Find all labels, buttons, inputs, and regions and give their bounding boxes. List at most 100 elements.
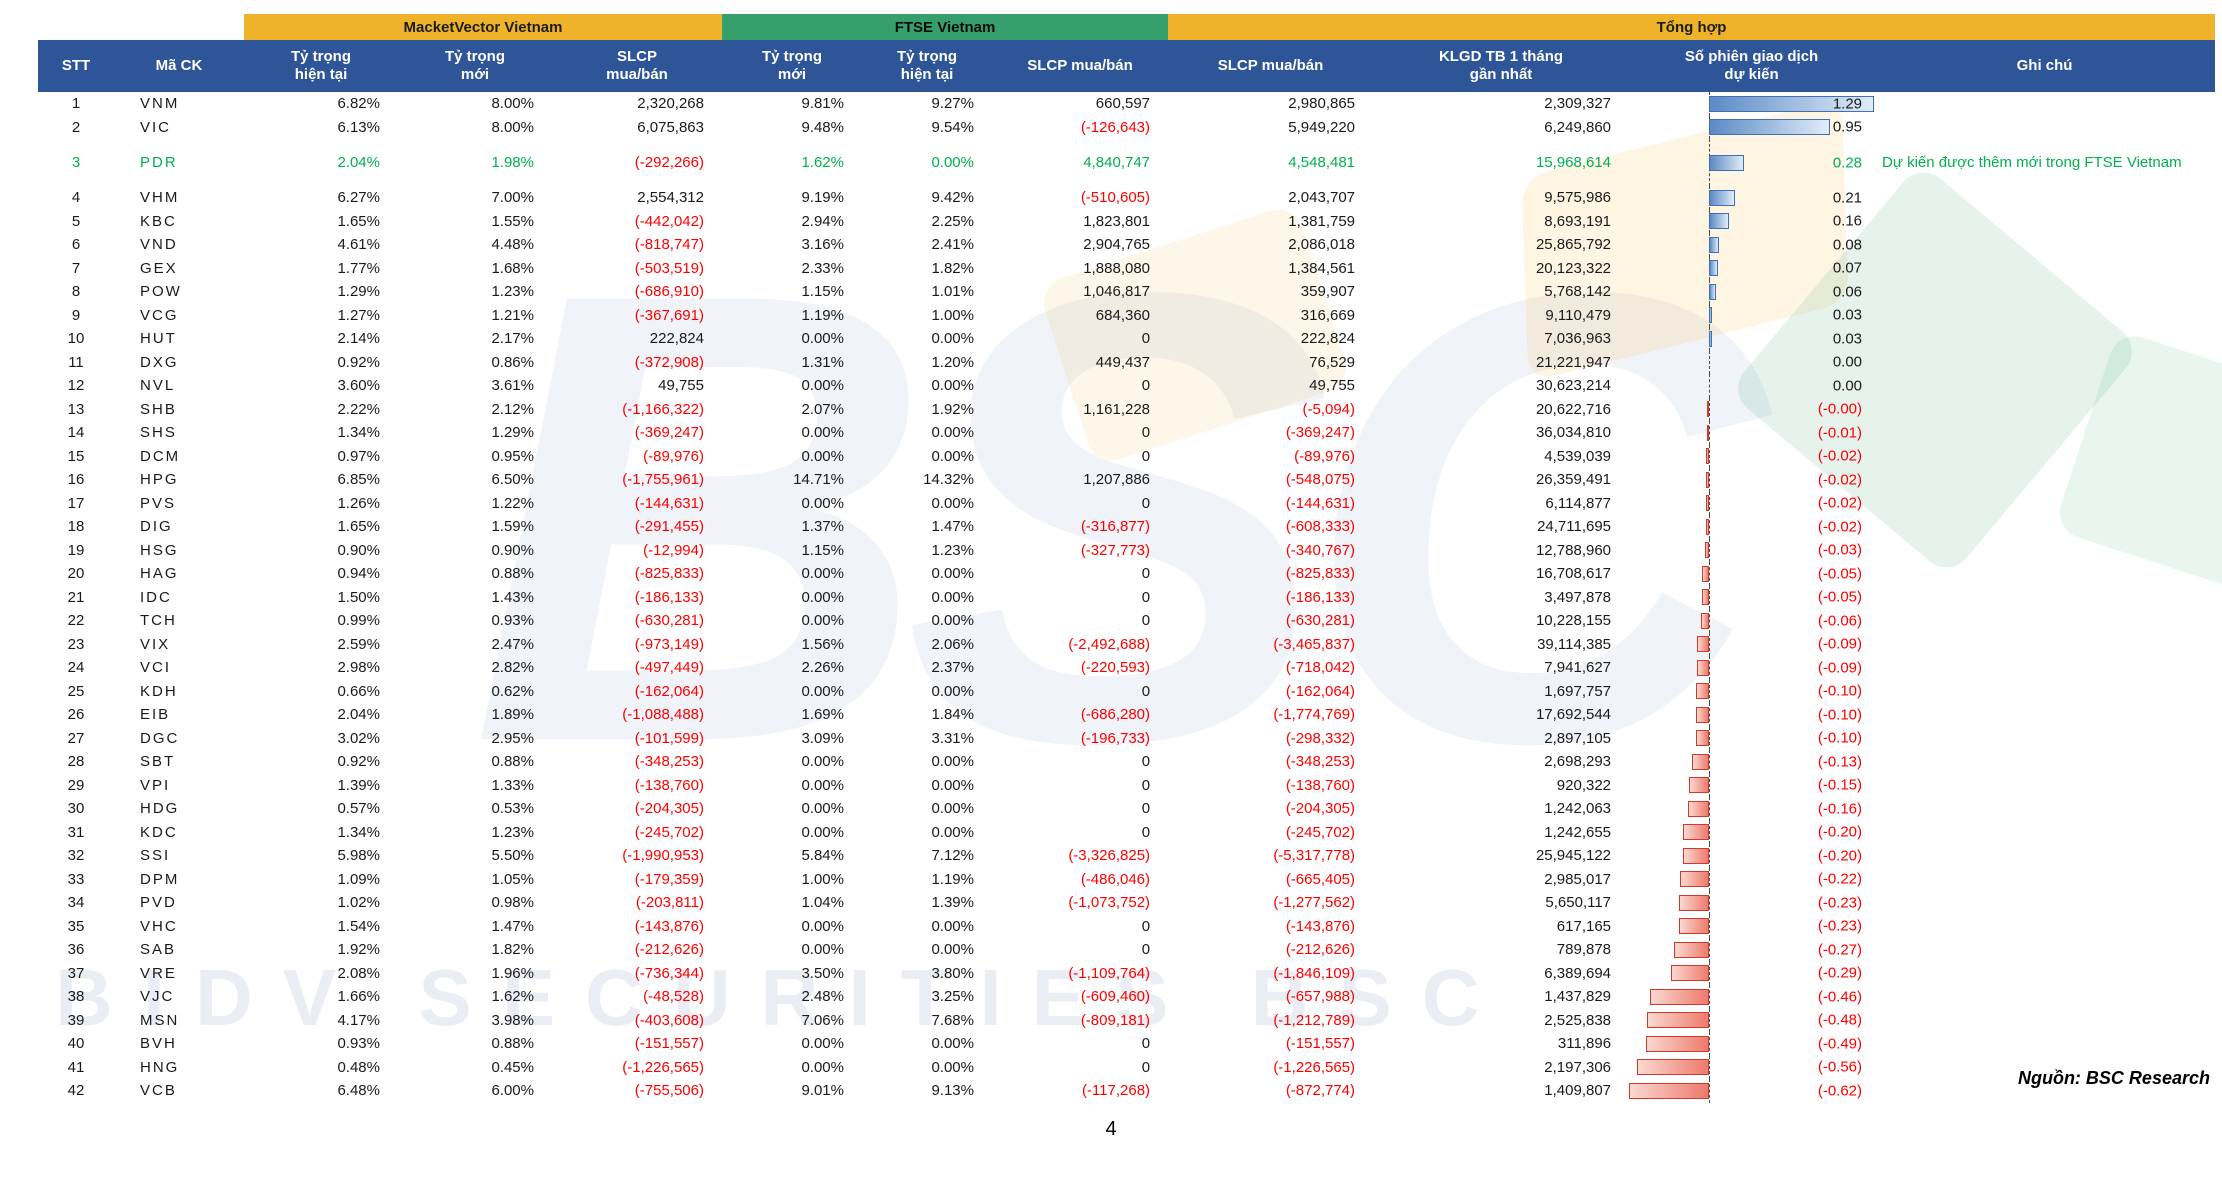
cell-ftse-cur: 7.12% — [931, 847, 974, 865]
cell-ftse-new: 0.00% — [801, 753, 844, 771]
cell-ftse-cur: 0.00% — [931, 588, 974, 606]
sessions-value: (-0.16) — [1817, 800, 1863, 818]
table-row: 11 DXG 0.92% 0.86% (-372,908) 1.31% 1.20% 449,4… — [38, 350, 2215, 375]
cell-mv-cur: 1.29% — [337, 283, 380, 301]
sessions-value: (-0.48) — [1817, 1011, 1863, 1029]
cell-stt: 20 — [67, 565, 85, 583]
table-row: 23 VIX 2.59% 2.47% (-973,149) 1.56% 2.06% (-2,4… — [38, 632, 2215, 657]
cell-tot-slcp: (-138,760) — [1285, 776, 1356, 794]
cell-mv-new: 0.93% — [491, 612, 534, 630]
cell-expected-sessions: 0.28 — [1629, 139, 1874, 186]
column-header-mv-new-weight: Tỷ trọng mới — [398, 40, 552, 92]
sessions-bar-negative — [1645, 1035, 1709, 1052]
cell-tot-slcp: (-162,064) — [1285, 682, 1356, 700]
cell-stt: 22 — [67, 612, 85, 630]
cell-tot-slcp: (-1,212,789) — [1273, 1011, 1356, 1029]
cell-expected-sessions: (-0.05) — [1629, 585, 1874, 610]
cell-mv-cur: 2.22% — [337, 400, 380, 418]
cell-mv-cur: 1.66% — [337, 988, 380, 1006]
sessions-value: 0.95 — [1832, 118, 1863, 136]
cell-ftse-slcp: 0 — [1141, 588, 1151, 606]
cell-mv-new: 2.17% — [491, 330, 534, 348]
cell-mv-slcp: (-138,760) — [634, 776, 704, 794]
cell-mv-cur: 4.61% — [337, 236, 380, 254]
cell-expected-sessions: (-0.02) — [1629, 444, 1874, 469]
cell-mv-slcp: 6,075,863 — [637, 118, 704, 136]
sessions-bar-negative — [1707, 424, 1710, 441]
sessions-bar-negative — [1688, 800, 1709, 817]
cell-expected-sessions: (-0.10) — [1629, 726, 1874, 751]
cell-tot-slcp: 2,980,865 — [1288, 95, 1356, 113]
cell-klgd: 6,389,694 — [1544, 964, 1612, 982]
cell-mv-cur: 0.92% — [337, 353, 380, 371]
sessions-bar-negative — [1679, 918, 1709, 935]
cell-ftse-slcp: 0 — [1141, 565, 1151, 583]
cell-note — [1874, 727, 2215, 751]
cell-mv-slcp: (-1,226,565) — [622, 1058, 704, 1076]
cell-mv-slcp: 2,554,312 — [637, 189, 704, 207]
cell-mv-cur: 1.39% — [337, 776, 380, 794]
cell-mv-cur: 1.92% — [337, 941, 380, 959]
cell-stt: 27 — [67, 729, 85, 747]
cell-mv-slcp: (-1,755,961) — [622, 471, 704, 489]
cell-stt: 16 — [67, 471, 85, 489]
cell-ftse-slcp: (-126,643) — [1080, 118, 1151, 136]
cell-ticker: VCB — [140, 1082, 177, 1100]
cell-note — [1874, 445, 2215, 469]
cell-ftse-slcp: 0 — [1141, 1058, 1151, 1076]
cell-expected-sessions: (-0.16) — [1629, 797, 1874, 821]
cell-tot-slcp: (-1,846,109) — [1273, 964, 1356, 982]
cell-note — [1874, 116, 2215, 140]
sessions-value: (-0.03) — [1817, 541, 1863, 559]
cell-mv-new: 3.61% — [491, 377, 534, 395]
cell-note — [1874, 962, 2215, 986]
cell-mv-cur: 4.17% — [337, 1011, 380, 1029]
cell-tot-slcp: 2,043,707 — [1288, 189, 1356, 207]
cell-expected-sessions: (-0.48) — [1629, 1008, 1874, 1033]
sessions-bar-negative — [1636, 1059, 1709, 1076]
cell-ftse-new: 2.94% — [801, 212, 844, 230]
cell-ftse-new: 14.71% — [793, 471, 844, 489]
table-row: 15 DCM 0.97% 0.95% (-89,976) 0.00% 0.00% 0 (-89,… — [38, 444, 2215, 469]
cell-ftse-cur: 0.00% — [931, 800, 974, 818]
table-row: 5 KBC 1.65% 1.55% (-442,042) 2.94% 2.25% 1,823,… — [38, 209, 2215, 234]
cell-mv-slcp: (-151,557) — [634, 1035, 704, 1053]
cell-ftse-new: 0.00% — [801, 424, 844, 442]
table-row: 16 HPG 6.85% 6.50% (-1,755,961) 14.71% 14.32% 1… — [38, 468, 2215, 492]
sessions-bar-negative — [1707, 401, 1710, 418]
cell-tot-slcp: (-1,774,769) — [1273, 706, 1356, 724]
cell-mv-slcp: (-1,990,953) — [622, 847, 704, 865]
table-body: 1 VNM 6.82% 8.00% 2,320,268 9.81% 9.27% 660,597… — [38, 92, 2215, 1103]
cell-klgd: 311,896 — [1557, 1035, 1612, 1053]
cell-ftse-slcp: (-117,268) — [1081, 1082, 1151, 1100]
sessions-value: (-0.05) — [1817, 588, 1863, 606]
cell-expected-sessions: (-0.06) — [1629, 609, 1874, 633]
watermark-bsc-logo-text: BSC — [470, 160, 1765, 875]
cell-note — [1874, 821, 2215, 845]
cell-note — [1874, 750, 2215, 774]
cell-mv-cur: 2.98% — [337, 659, 380, 677]
cell-mv-new: 2.95% — [491, 729, 534, 747]
table-row: 10 HUT 2.14% 2.17% 222,824 0.00% 0.00% 0 222,824… — [38, 327, 2215, 351]
cell-ticker: DPM — [140, 870, 180, 888]
cell-tot-slcp: (-3,465,837) — [1273, 635, 1356, 653]
cell-ftse-new: 0.00% — [801, 823, 844, 841]
cell-ftse-cur: 1.01% — [931, 283, 974, 301]
cell-note — [1874, 92, 2215, 116]
cell-expected-sessions: (-0.20) — [1629, 844, 1874, 868]
cell-ticker: VIC — [140, 118, 172, 136]
table-row: 34 PVD 1.02% 0.98% (-203,811) 1.04% 1.39% (-1,0… — [38, 891, 2215, 915]
cell-klgd: 15,968,614 — [1535, 154, 1612, 171]
cell-ftse-cur: 1.39% — [931, 894, 974, 912]
table-row: 39 MSN 4.17% 3.98% (-403,608) 7.06% 7.68% (-809… — [38, 1008, 2215, 1033]
cell-ftse-cur: 1.92% — [931, 400, 974, 418]
cell-ftse-cur: 1.47% — [931, 518, 974, 536]
cell-stt: 9 — [71, 306, 81, 324]
sessions-value: (-0.49) — [1817, 1035, 1863, 1053]
cell-ftse-slcp: 1,161,228 — [1083, 400, 1151, 418]
cell-stt: 17 — [67, 494, 85, 512]
cell-expected-sessions: (-0.02) — [1629, 515, 1874, 539]
cell-ftse-new: 0.00% — [801, 588, 844, 606]
cell-tot-slcp: (-1,226,565) — [1273, 1058, 1356, 1076]
table-row: 33 DPM 1.09% 1.05% (-179,359) 1.00% 1.19% (-486… — [38, 867, 2215, 892]
